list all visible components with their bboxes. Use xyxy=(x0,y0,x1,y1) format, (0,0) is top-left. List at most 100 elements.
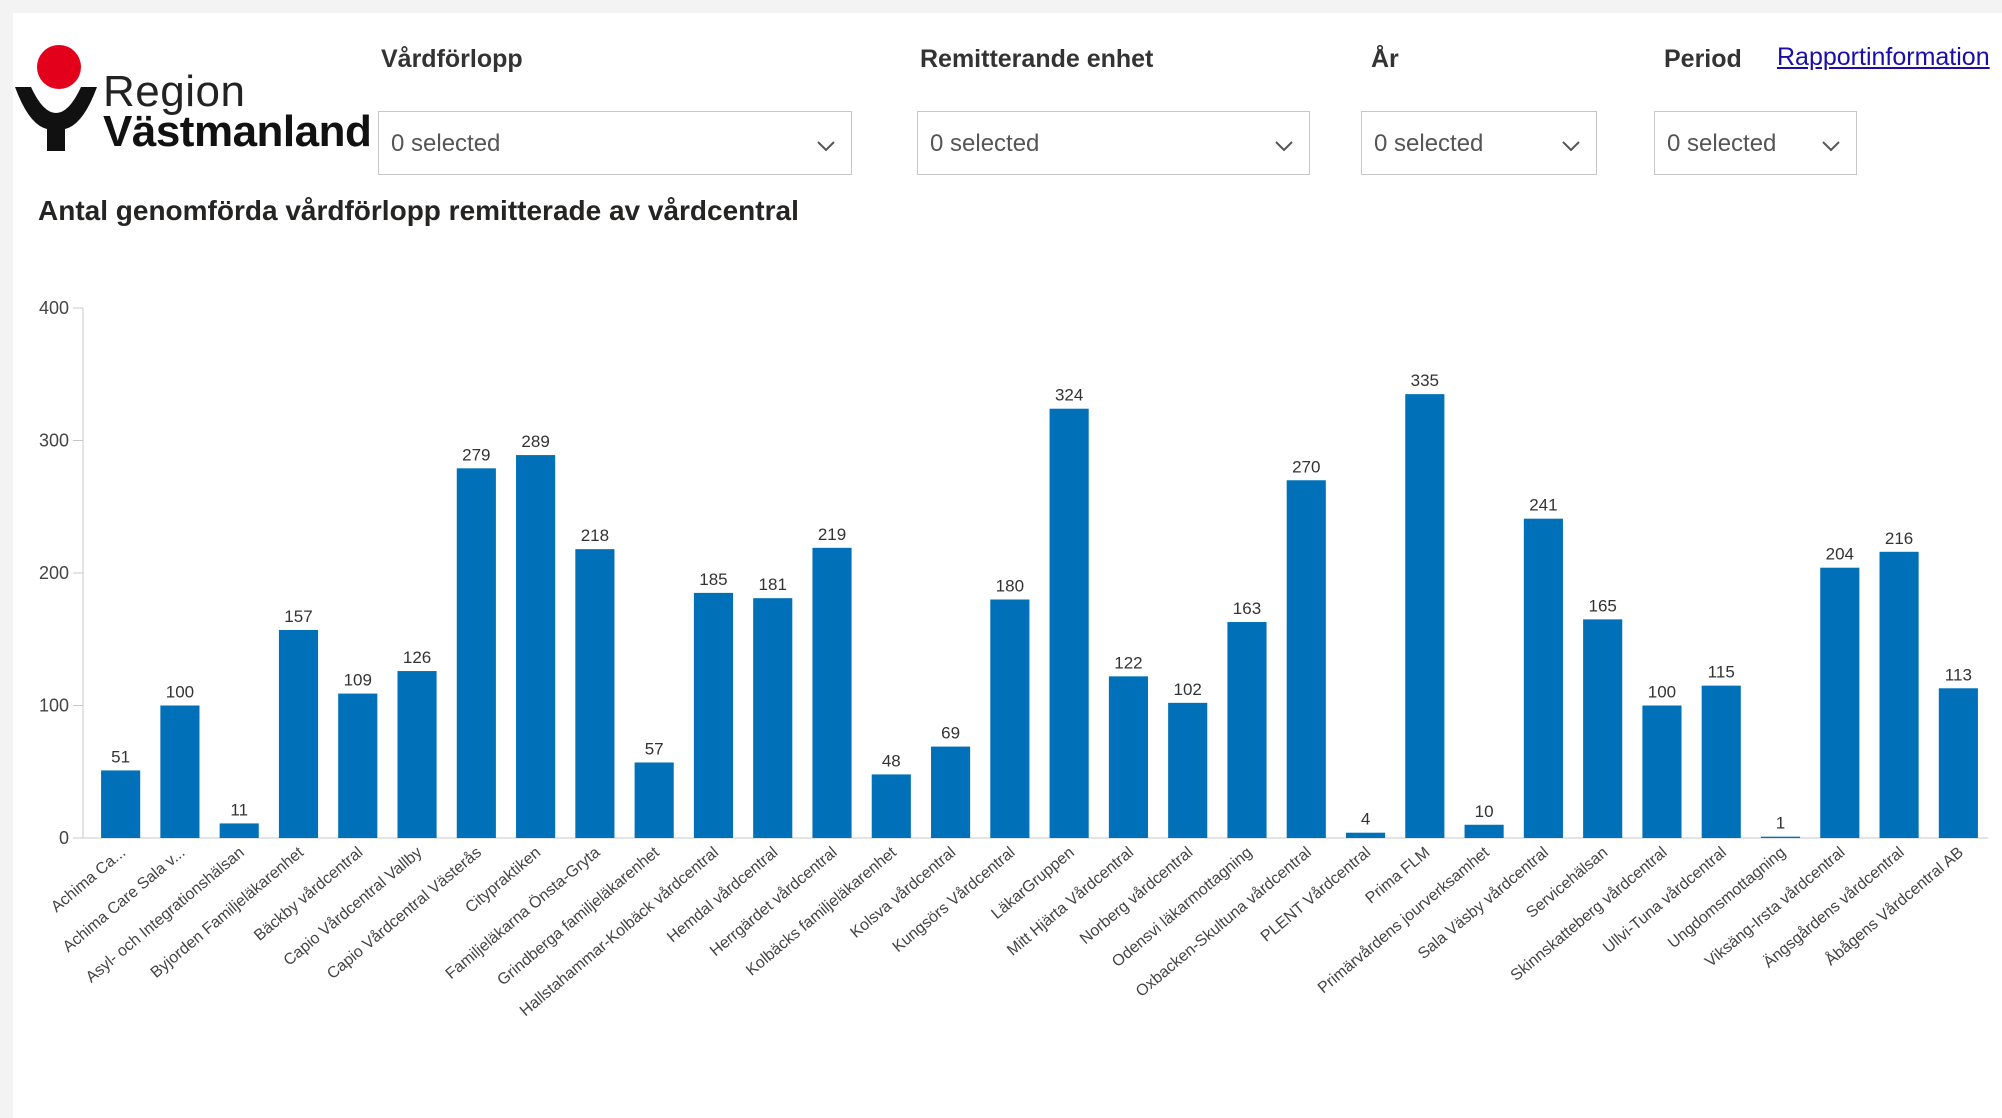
region-logo: Region Västmanland xyxy=(13,43,373,156)
bar xyxy=(1345,832,1386,838)
data-label: 218 xyxy=(581,526,609,545)
data-label: 109 xyxy=(344,671,372,690)
data-label: 324 xyxy=(1055,386,1083,405)
bar xyxy=(516,455,556,838)
y-tick-label: 200 xyxy=(39,563,69,583)
data-label: 335 xyxy=(1411,371,1439,390)
data-label: 48 xyxy=(882,751,901,770)
data-label: 204 xyxy=(1826,545,1854,564)
bar xyxy=(931,746,971,838)
bar xyxy=(990,599,1030,838)
y-tick-label: 100 xyxy=(39,696,69,716)
bar xyxy=(753,598,793,838)
bar xyxy=(693,592,734,838)
rapportinformation-link[interactable]: Rapportinformation xyxy=(1777,43,1990,71)
data-label: 185 xyxy=(699,570,727,589)
data-label: 57 xyxy=(645,739,664,758)
bar xyxy=(1227,622,1267,838)
category-label: Bäckby vårdcentral xyxy=(251,843,367,944)
region-vastmanland-logo-icon xyxy=(15,45,97,151)
logo-text-region: Region xyxy=(103,67,246,116)
dropdown-value: 0 selected xyxy=(391,130,501,157)
period-dropdown[interactable]: 0 selected xyxy=(1654,111,1857,175)
data-label: 51 xyxy=(111,747,130,766)
data-label: 163 xyxy=(1233,599,1261,618)
y-tick-label: 0 xyxy=(59,828,69,848)
data-label: 10 xyxy=(1475,802,1494,821)
category-label: Norberg vårdcentral xyxy=(1076,843,1196,948)
remitterande-enhet-dropdown[interactable]: 0 selected xyxy=(917,111,1310,175)
bar xyxy=(101,770,141,838)
bar xyxy=(1760,836,1801,838)
category-label: PLENT Vårdcentral xyxy=(1257,843,1374,945)
vardforlopp-dropdown[interactable]: 0 selected xyxy=(378,111,852,175)
data-label: 1 xyxy=(1776,814,1785,833)
bar xyxy=(575,549,615,838)
data-label: 270 xyxy=(1292,457,1320,476)
bar xyxy=(812,547,852,838)
bar xyxy=(1405,394,1445,838)
data-label: 165 xyxy=(1588,596,1616,615)
data-label: 216 xyxy=(1885,529,1913,548)
filter-label-period: Period xyxy=(1664,45,1742,73)
bar xyxy=(338,693,378,838)
dropdown-value: 0 selected xyxy=(930,130,1040,157)
y-tick-label: 400 xyxy=(39,298,69,318)
ar-dropdown[interactable]: 0 selected xyxy=(1361,111,1597,175)
bar xyxy=(1820,567,1860,838)
bar xyxy=(1049,408,1089,838)
bar xyxy=(634,762,674,838)
bar xyxy=(1523,518,1563,838)
bar xyxy=(456,468,496,838)
bar xyxy=(1642,705,1682,838)
dropdown-value: 0 selected xyxy=(1667,130,1777,157)
dropdown-value: 0 selected xyxy=(1374,130,1484,157)
bar xyxy=(397,671,437,838)
data-label: 100 xyxy=(1648,683,1676,702)
bar xyxy=(1583,619,1623,838)
bar xyxy=(1168,702,1208,838)
bar xyxy=(1464,824,1504,838)
data-label: 4 xyxy=(1361,810,1370,829)
category-label: Kolsva vårdcentral xyxy=(847,843,959,941)
data-label: 11 xyxy=(230,800,248,819)
logo-dot xyxy=(37,45,81,89)
data-label: 100 xyxy=(166,683,194,702)
chevron-down-icon xyxy=(1275,141,1293,152)
data-label: 102 xyxy=(1174,680,1202,699)
data-label: 113 xyxy=(1945,665,1972,684)
data-label: 126 xyxy=(403,648,431,667)
data-label: 219 xyxy=(818,525,846,544)
bar xyxy=(278,629,319,838)
data-label: 157 xyxy=(284,607,312,626)
chevron-down-icon xyxy=(1822,141,1840,152)
data-label: 279 xyxy=(462,445,490,464)
data-label: 241 xyxy=(1529,496,1557,515)
chart-title: Antal genomförda vårdförlopp remitterade… xyxy=(38,195,799,226)
bar xyxy=(160,705,200,838)
filter-label-remitterande-enhet: Remitterande enhet xyxy=(920,45,1154,73)
filter-label-vardforlopp: Vårdförlopp xyxy=(381,45,523,73)
data-label: 69 xyxy=(941,724,960,743)
bar xyxy=(219,823,259,838)
data-label: 289 xyxy=(521,432,549,451)
y-tick-label: 300 xyxy=(39,431,69,451)
data-label: 180 xyxy=(996,577,1024,596)
data-label: 181 xyxy=(759,575,787,594)
category-label: Hemdal vårdcentral xyxy=(663,843,781,946)
logo-text-vastmanland: Västmanland xyxy=(103,107,372,156)
bar xyxy=(1701,685,1741,838)
data-label: 122 xyxy=(1114,653,1142,672)
bar xyxy=(1879,551,1919,838)
chevron-down-icon xyxy=(1562,141,1580,152)
logo-mark-shape xyxy=(15,87,97,151)
bar xyxy=(1286,480,1326,838)
bar xyxy=(871,774,911,838)
bar xyxy=(1108,676,1148,838)
report-canvas: Region Västmanland Vårdförlopp 0 selecte… xyxy=(13,13,2002,1118)
data-label: 115 xyxy=(1708,663,1735,682)
bar xyxy=(1938,688,1978,838)
filter-label-ar: År xyxy=(1371,45,1399,73)
chevron-down-icon xyxy=(817,141,835,152)
